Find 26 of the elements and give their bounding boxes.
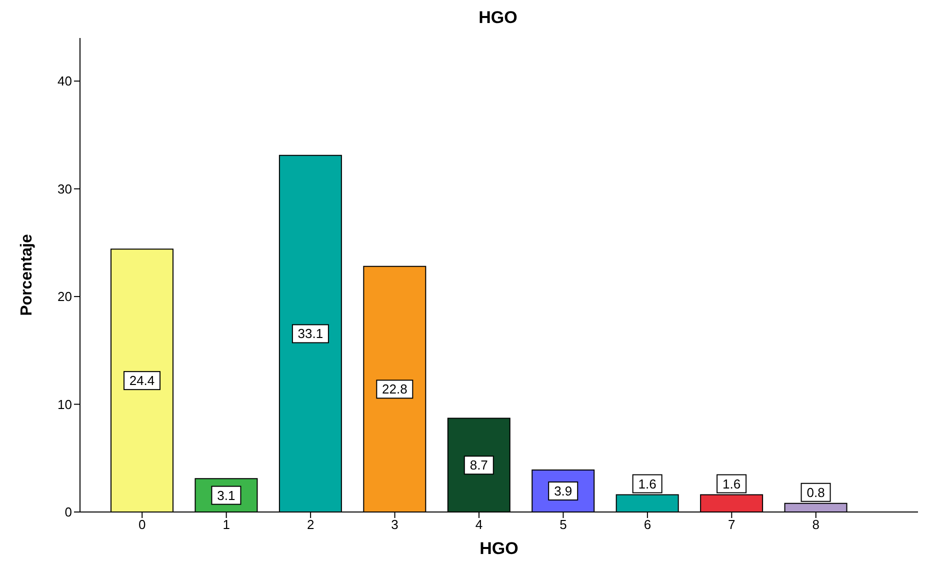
- x-tick-label: 0: [138, 517, 146, 532]
- data-label: 0.8: [806, 484, 825, 500]
- x-tick-label: 7: [728, 517, 736, 532]
- x-axis-title: HGO: [480, 539, 518, 558]
- y-axis-title: Porcentaje: [18, 234, 36, 316]
- data-label: 22.8: [382, 382, 408, 397]
- x-tick-label: 3: [391, 517, 398, 532]
- data-label: 33.1: [298, 326, 324, 342]
- data-label: 24.4: [129, 373, 155, 388]
- x-tick-label: 1: [222, 517, 230, 532]
- data-label: 3.1: [217, 488, 236, 503]
- chart-title: HGO: [478, 8, 518, 29]
- x-tick-label: 4: [475, 517, 483, 532]
- y-tick-label: 20: [58, 289, 72, 304]
- data-label: 1.6: [638, 476, 656, 492]
- data-label: 1.6: [722, 476, 741, 492]
- x-tick-label: 8: [812, 517, 820, 532]
- y-tick-label: 30: [58, 181, 72, 196]
- data-label: 3.9: [554, 483, 572, 498]
- y-tick-label: 40: [58, 74, 72, 89]
- y-tick-label: 10: [58, 396, 72, 412]
- x-tick-label: 6: [644, 517, 652, 532]
- x-tick-label: 2: [306, 517, 314, 532]
- y-tick-label: 0: [64, 504, 72, 520]
- data-label: 8.7: [470, 458, 488, 473]
- x-tick-label: 5: [560, 517, 567, 532]
